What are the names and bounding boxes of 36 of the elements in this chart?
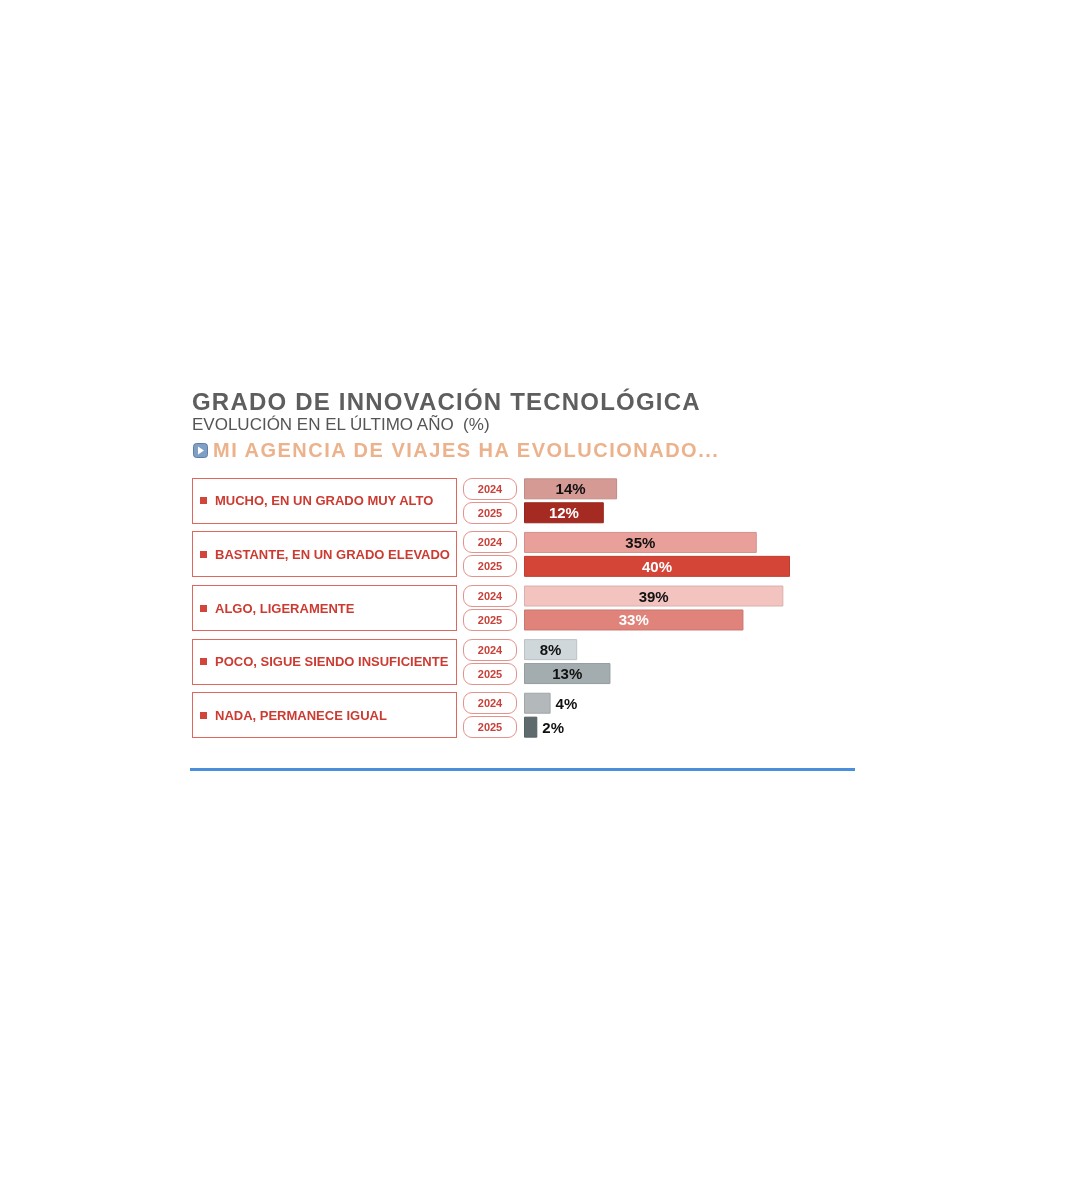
legend-label: 2025 [477,506,503,519]
chart-title: GRADO DE INNOVACIÓN TECNOLÓGICA [192,388,701,415]
text: 2024 [477,482,503,495]
bar [524,585,784,607]
text: EVOLUCIÓN EN EL ÚLTIMO AÑO (%) [192,415,490,434]
y-tick-label: BASTANTE, EN UN GRADO ELEVADO [215,546,450,562]
text: 2024 [477,643,503,656]
text: MI AGENCIA DE VIAJES HA EVOLUCIONADO... [213,439,720,461]
data-label: 35% [625,533,656,551]
data-label: 8% [539,641,562,659]
text: 2025 [477,559,503,572]
data-label: 33% [618,611,649,629]
data-label: 4% [555,694,578,712]
bar [524,716,538,738]
bar [524,531,757,553]
data-label: 13% [552,665,583,683]
data-label: 14% [555,480,586,498]
bar [524,609,744,631]
data-label: 40% [641,557,673,575]
bar [524,555,790,577]
text: 2025 [477,720,503,733]
text: 2024 [477,696,503,709]
y-tick-label: NADA, PERMANECE IGUAL [215,707,387,723]
y-tick-label: ALGO, LIGERAMENTE [215,600,355,616]
text: 2024 [477,589,503,602]
data-label: 2% [542,718,564,736]
data-label: 39% [638,587,669,605]
text: 2025 [477,613,503,626]
bar [524,478,618,500]
y-tick-label: POCO, SIGUE SIENDO INSUFICIENTE [215,654,449,670]
data-label: 12% [548,504,579,522]
bar [524,663,611,685]
legend-label: 2024 [477,535,503,548]
bar [524,692,551,714]
y-tick-label: MUCHO, EN UN GRADO MUY ALTO [215,493,434,509]
text: 2025 [477,667,503,680]
